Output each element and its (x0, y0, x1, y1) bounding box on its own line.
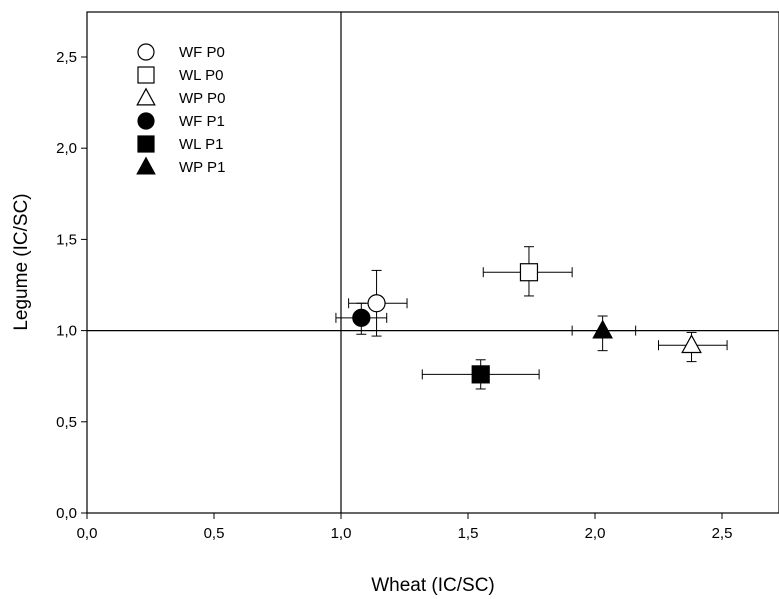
y-axis-title: Legume (IC/SC) (11, 193, 32, 330)
y-tick-label: 0,5 (56, 414, 77, 431)
x-tick-label: 0,5 (204, 525, 225, 542)
legend-label: WP P0 (179, 90, 225, 107)
legend-label: WF P0 (179, 44, 225, 61)
legend-marker (137, 112, 155, 130)
y-tick-label: 2,0 (56, 140, 77, 157)
legend-label: WL P0 (179, 67, 223, 84)
legend-label: WL P1 (179, 136, 223, 153)
data-point (352, 308, 371, 327)
data-point (367, 294, 386, 313)
legend-marker (137, 43, 155, 61)
legend-marker (137, 135, 155, 153)
data-point (681, 334, 702, 354)
y-tick-label: 1,5 (56, 231, 77, 248)
legend-label: WF P1 (179, 113, 225, 130)
y-tick-label: 1,0 (56, 323, 77, 340)
legend-marker (136, 156, 156, 175)
legend-label: WP P1 (179, 159, 225, 176)
x-tick-label: 2,5 (712, 525, 733, 542)
data-points (352, 263, 702, 384)
y-tick-label: 0,0 (56, 505, 77, 522)
x-tick-label: 1,5 (458, 525, 479, 542)
x-axis-title: Wheat (IC/SC) (371, 575, 495, 596)
plot-area-frame (86, 11, 779, 514)
data-point (592, 319, 613, 339)
x-tick-label: 2,0 (585, 525, 606, 542)
x-tick-label: 0,0 (77, 525, 98, 542)
data-point (471, 365, 490, 384)
x-tick-label: 1,0 (331, 525, 352, 542)
y-tick-label: 2,5 (56, 49, 77, 66)
legend-marker (136, 87, 156, 106)
legend: WF P0 WL P0 WP P0 WF P1 WL P1 WP P1 (136, 43, 225, 176)
data-point (519, 263, 539, 282)
x-axis-ticks: 0,0 0,5 1,0 1,5 2,0 2,5 (77, 513, 733, 542)
reference-lines (87, 12, 779, 513)
y-axis-ticks: 0,0 0,5 1,0 1,5 2,0 2,5 (56, 49, 87, 522)
legend-marker (137, 66, 155, 84)
